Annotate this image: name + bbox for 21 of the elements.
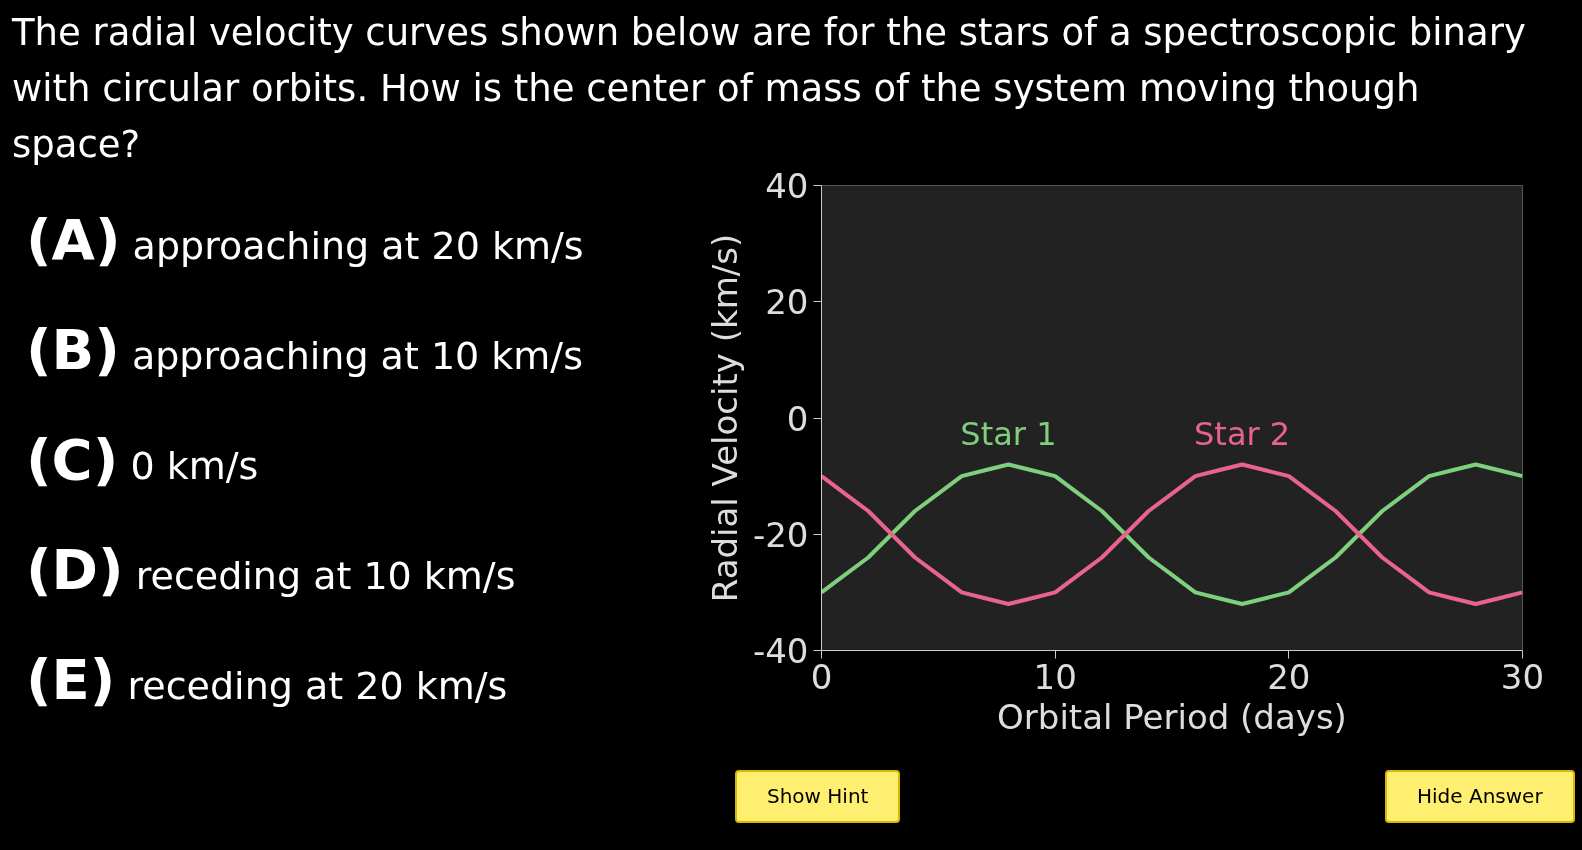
text: (D) receding at 10 km/s <box>26 537 516 602</box>
x-tick-label: 30 <box>1500 656 1545 697</box>
y-axis-title: Radial Velocity (km/s) <box>704 233 745 603</box>
x-tick-label: 10 <box>1033 656 1077 697</box>
text: (A) approaching at 20 km/s <box>26 207 584 272</box>
x-tick-label: 20 <box>1267 656 1311 697</box>
y-tick-label: 20 <box>765 282 809 323</box>
series-label: Star 2 <box>1194 414 1291 453</box>
text: (B) approaching at 10 km/s <box>26 317 583 382</box>
y-tick-label: -20 <box>752 514 809 555</box>
y-tick-label: 0 <box>786 398 809 439</box>
series-label: Star 1 <box>960 414 1057 453</box>
text: (C) 0 km/s <box>26 427 259 492</box>
text: (E) receding at 20 km/s <box>26 647 508 712</box>
button: Show Hint <box>735 770 901 823</box>
x-axis-title: Orbital Period (days) <box>997 696 1347 737</box>
y-tick-label: 40 <box>765 166 809 206</box>
y-tick-label: -40 <box>752 631 809 671</box>
chart-title: The radial velocity curves shown below are for the stars of a spectroscopic binary with circular orbits. How is the center of mass of the system moving though space? <box>12 11 1526 166</box>
line-series <box>821 462 1523 606</box>
button: Hide Answer <box>1385 770 1575 823</box>
